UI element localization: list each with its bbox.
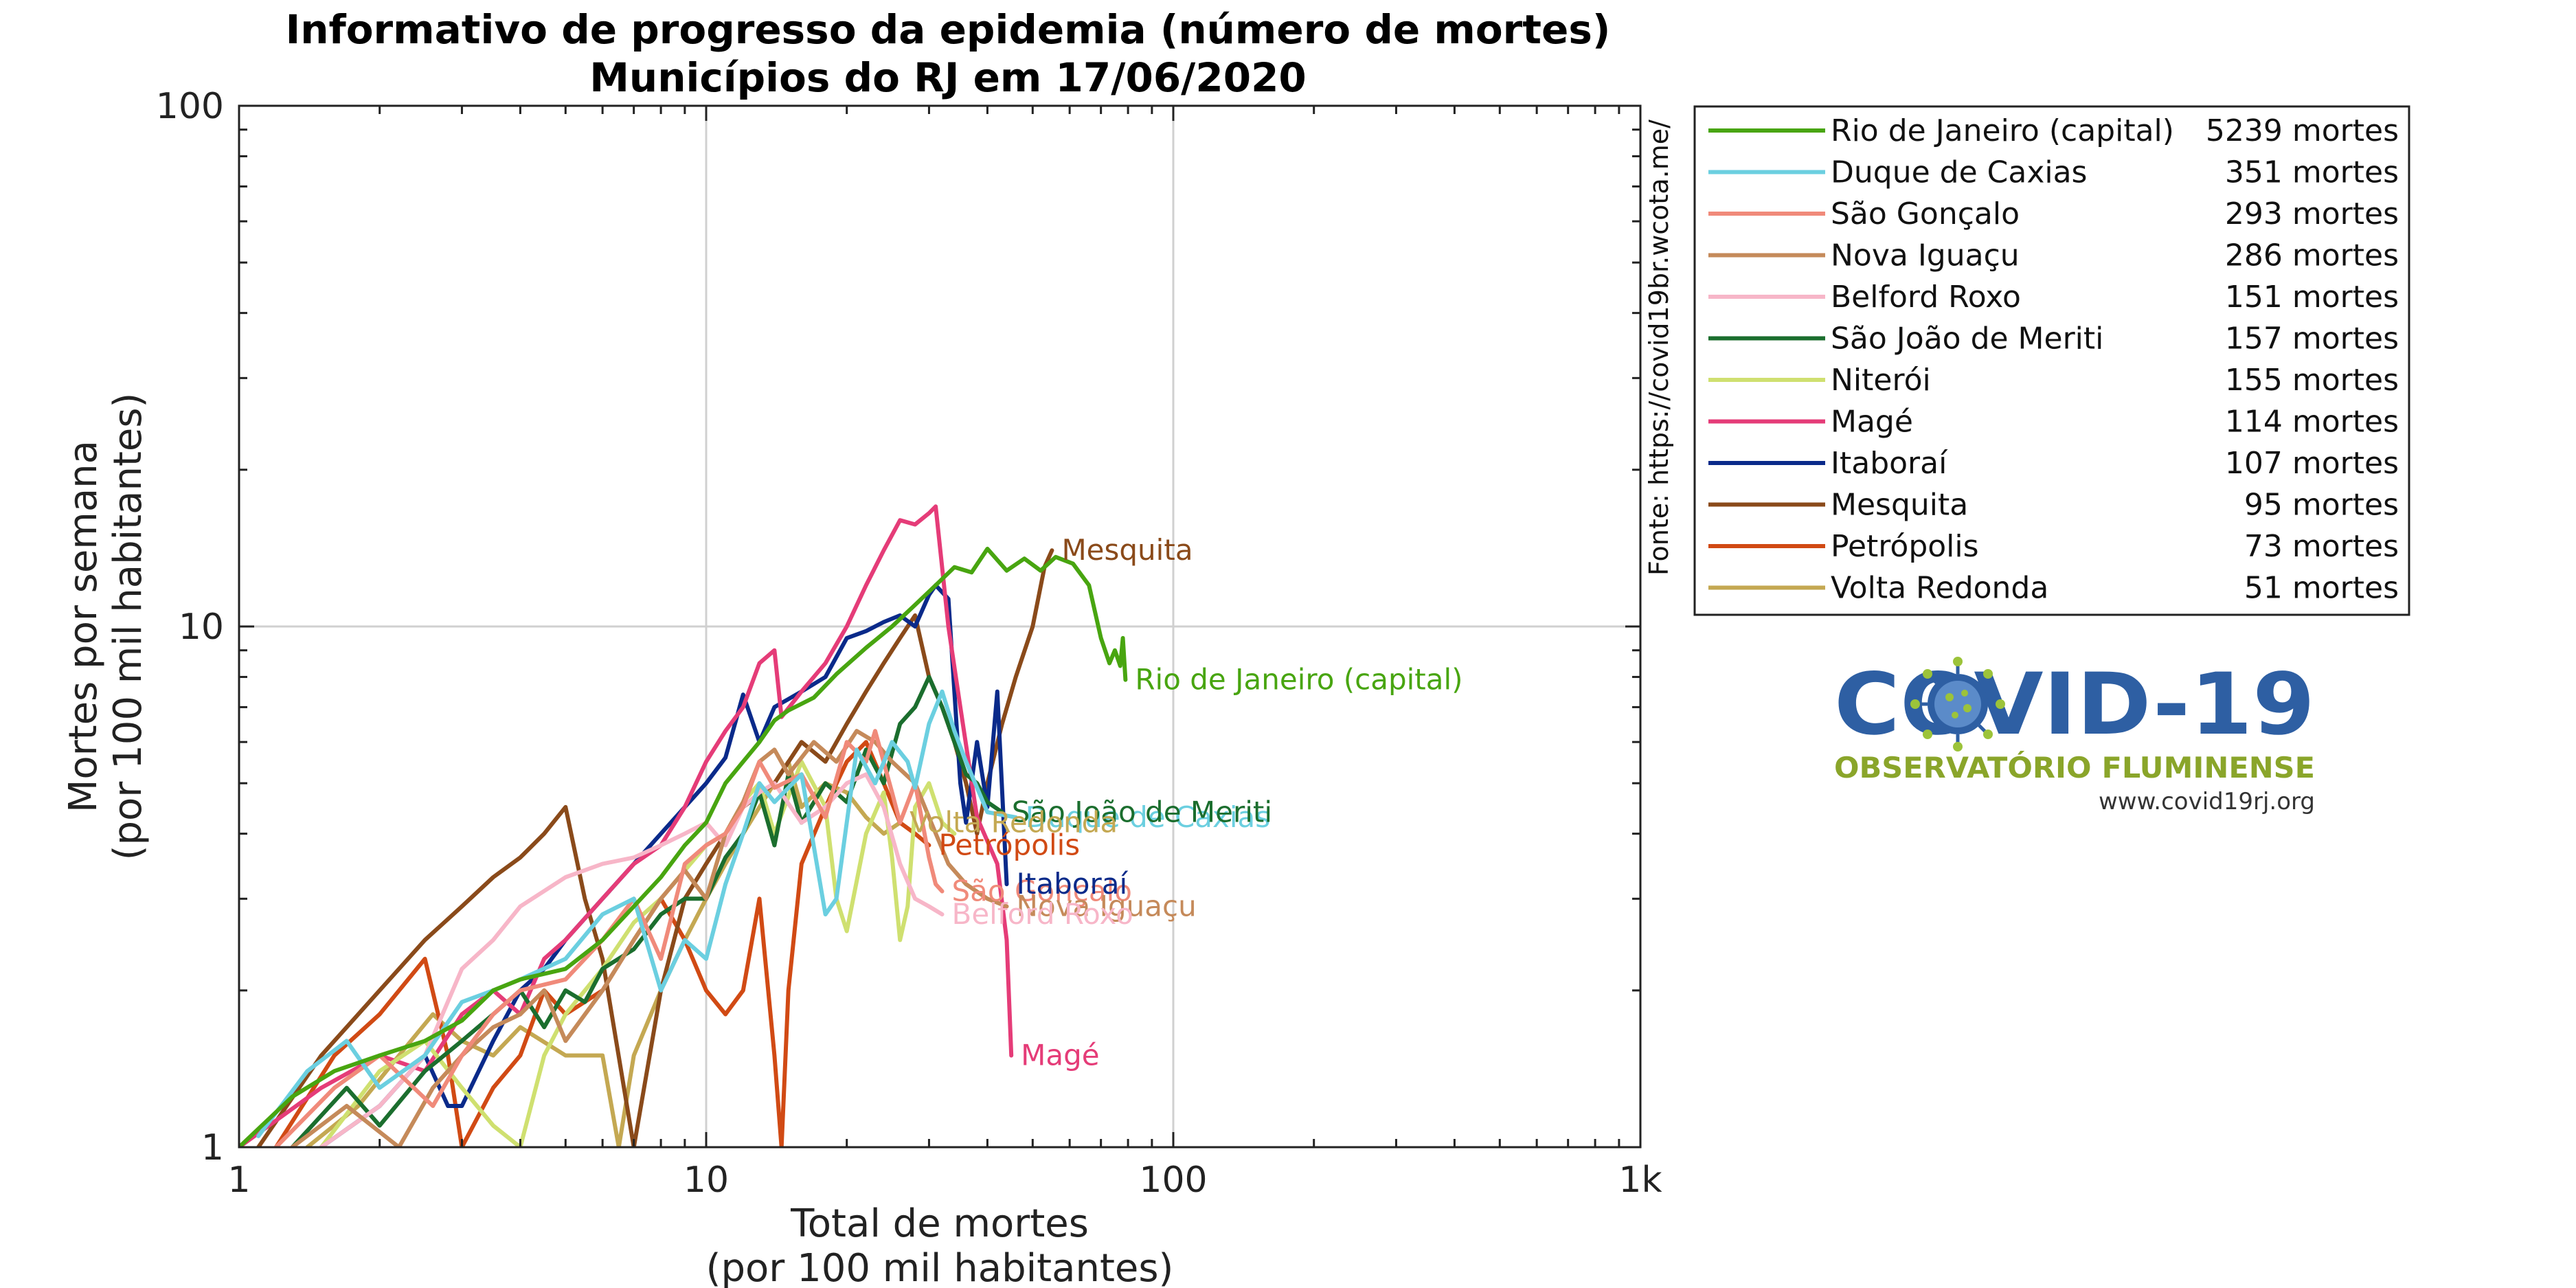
x-tick-label: 10 bbox=[683, 1160, 729, 1201]
legend-box bbox=[1693, 105, 2410, 616]
series-end-labels: Rio de Janeiro (capital)Duque de CaxiasS… bbox=[909, 533, 1462, 1072]
legend-label: São Gonçalo bbox=[1831, 196, 2020, 231]
legend-label: Magé bbox=[1831, 405, 1913, 440]
y-axis-label: Mortes por semana bbox=[61, 440, 106, 813]
legend-label: Niterói bbox=[1831, 363, 1931, 398]
series-line bbox=[273, 740, 931, 1147]
series-line bbox=[256, 689, 1018, 1138]
x-tick-label: 1k bbox=[1618, 1160, 1662, 1201]
series-line bbox=[319, 583, 1009, 1147]
series-line bbox=[319, 759, 957, 1147]
minor-ticks bbox=[238, 106, 1640, 1149]
logo-subtitle: OBSERVATÓRIO FLUMINENSE bbox=[1834, 750, 2315, 784]
chart-title: Informativo de progresso da epidemia (nú… bbox=[286, 6, 1611, 53]
y-tick-label: 10 bbox=[179, 607, 224, 648]
legend-label: Belford Roxo bbox=[1831, 280, 2021, 315]
legend-label: Petrópolis bbox=[1831, 529, 1979, 564]
x-tick-label: 100 bbox=[1139, 1160, 1207, 1201]
x-axis-label: Total de mortes bbox=[790, 1201, 1089, 1246]
legend-label: Mesquita bbox=[1831, 488, 1968, 523]
legend-label: São João de Meriti bbox=[1831, 321, 2103, 357]
legend-deaths: 95 mortes bbox=[2244, 488, 2399, 523]
logo-title: COVID-19 bbox=[1834, 655, 2315, 754]
series-end-label: Petrópolis bbox=[938, 828, 1080, 862]
x-tick-label: 1 bbox=[227, 1160, 250, 1201]
series-end-label: Magé bbox=[1021, 1039, 1099, 1072]
series-end-label: Itaboraí bbox=[1017, 867, 1129, 901]
legend-deaths: 293 mortes bbox=[2225, 196, 2399, 231]
series-lines bbox=[239, 504, 1128, 1147]
legend-label: Volta Redonda bbox=[1831, 571, 2048, 606]
legend-deaths: 114 mortes bbox=[2225, 405, 2399, 440]
legend-label: Rio de Janeiro (capital) bbox=[1831, 113, 2174, 148]
series-end-label: Volta Redonda bbox=[909, 806, 1118, 839]
series-end-label: Mesquita bbox=[1061, 533, 1193, 567]
legend-label: Duque de Caxias bbox=[1831, 155, 2087, 190]
source-note: Fonte: https://covid19br.wcota.me/ bbox=[1644, 120, 1674, 576]
legend-deaths: 151 mortes bbox=[2225, 280, 2399, 315]
legend-deaths: 351 mortes bbox=[2225, 155, 2399, 190]
legend-label: Nova Iguaçu bbox=[1831, 238, 2020, 273]
tick-labels: 1 10 100 1k 1 10 100 bbox=[156, 86, 1662, 1201]
legend-deaths: 5239 mortes bbox=[2206, 113, 2399, 148]
series-end-label: Duque de Caxias bbox=[1026, 800, 1271, 834]
covid19-logo: COVID-19 OBSERVATÓRIO FLUMINENSE www.cov bbox=[1834, 655, 2315, 815]
legend-deaths: 286 mortes bbox=[2225, 238, 2399, 273]
y-axis-label-sub: (por 100 mil habitantes) bbox=[106, 393, 150, 861]
x-axis-label-sub: (por 100 mil habitantes) bbox=[706, 1246, 1174, 1288]
grid bbox=[239, 106, 1640, 1147]
series-end-label: Rio de Janeiro (capital) bbox=[1135, 663, 1462, 697]
series-line bbox=[319, 772, 945, 1147]
legend-deaths: 51 mortes bbox=[2244, 571, 2399, 606]
y-tick-label: 1 bbox=[201, 1127, 224, 1168]
series-line bbox=[239, 546, 1128, 1147]
chart-subtitle: Municípios do RJ em 17/06/2020 bbox=[589, 54, 1307, 101]
logo-url: www.covid19rj.org bbox=[2099, 788, 2315, 815]
series-end-label: Nova Iguaçu bbox=[1017, 890, 1197, 923]
legend: Rio de Janeiro (capital) 5239 mortes Duque… bbox=[1708, 113, 2399, 606]
virus-icon bbox=[1910, 657, 2005, 752]
legend-deaths: 157 mortes bbox=[2225, 321, 2399, 357]
series-end-label: São João de Meriti bbox=[1012, 795, 1272, 828]
legend-deaths: 155 mortes bbox=[2225, 363, 2399, 398]
y-tick-label: 100 bbox=[156, 86, 224, 127]
legend-label: Itaboraí bbox=[1831, 446, 1948, 481]
legend-deaths: 73 mortes bbox=[2244, 529, 2399, 564]
series-end-label: Belford Roxo bbox=[952, 897, 1133, 931]
legend-deaths: 107 mortes bbox=[2225, 446, 2399, 481]
series-end-label: São Gonçalo bbox=[952, 874, 1133, 908]
series-line bbox=[273, 729, 945, 1147]
